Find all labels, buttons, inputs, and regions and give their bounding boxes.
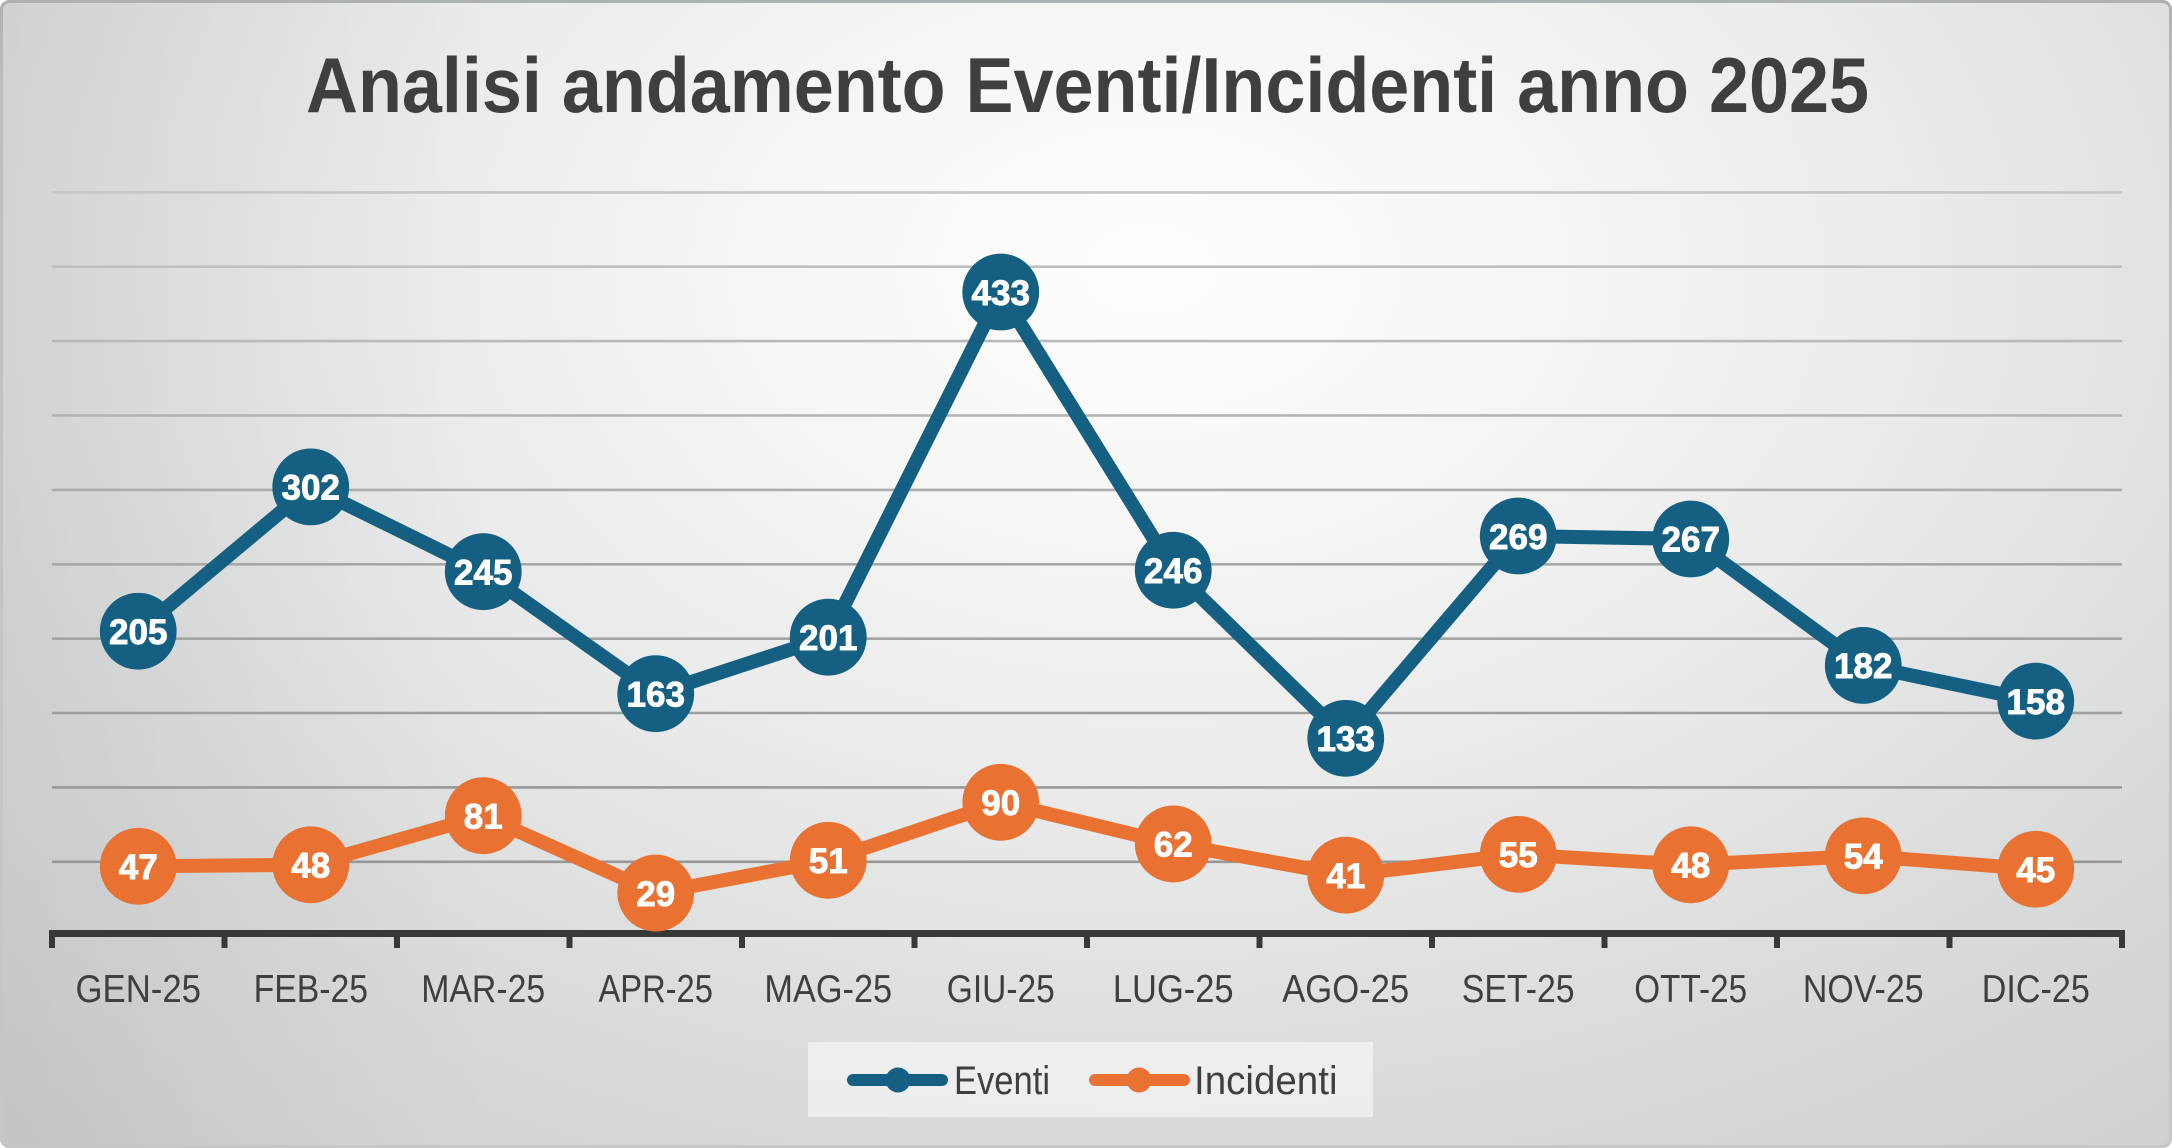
svg-text:Incidenti: Incidenti (1194, 1059, 1338, 1103)
svg-text:90: 90 (981, 784, 1020, 823)
svg-text:54: 54 (1844, 838, 1883, 877)
svg-text:FEB-25: FEB-25 (254, 968, 368, 1011)
svg-text:48: 48 (291, 847, 330, 886)
svg-text:245: 245 (454, 553, 512, 592)
svg-text:201: 201 (799, 619, 857, 658)
svg-text:OTT-25: OTT-25 (1634, 968, 1747, 1011)
svg-text:51: 51 (809, 842, 848, 881)
svg-text:APR-25: APR-25 (599, 968, 713, 1011)
svg-text:29: 29 (636, 875, 675, 914)
svg-text:45: 45 (2016, 851, 2055, 890)
svg-text:267: 267 (1662, 521, 1720, 560)
svg-text:433: 433 (972, 274, 1030, 313)
svg-text:MAR-25: MAR-25 (421, 968, 545, 1011)
svg-text:81: 81 (464, 797, 503, 836)
svg-text:NOV-25: NOV-25 (1803, 968, 1924, 1011)
svg-text:DIC-25: DIC-25 (1982, 968, 2090, 1011)
svg-text:133: 133 (1317, 720, 1375, 759)
svg-text:182: 182 (1834, 647, 1892, 686)
svg-text:AGO-25: AGO-25 (1282, 968, 1409, 1011)
svg-text:163: 163 (627, 675, 685, 714)
svg-text:48: 48 (1671, 847, 1710, 886)
svg-text:62: 62 (1154, 826, 1193, 865)
svg-text:GEN-25: GEN-25 (76, 968, 202, 1011)
svg-text:246: 246 (1144, 552, 1202, 591)
svg-text:41: 41 (1326, 857, 1365, 896)
svg-text:GIU-25: GIU-25 (947, 968, 1055, 1011)
svg-text:205: 205 (109, 613, 167, 652)
svg-text:302: 302 (282, 469, 340, 508)
svg-text:MAG-25: MAG-25 (764, 968, 892, 1011)
svg-text:LUG-25: LUG-25 (1113, 968, 1234, 1011)
svg-text:55: 55 (1499, 836, 1538, 875)
svg-text:SET-25: SET-25 (1462, 968, 1575, 1011)
svg-text:47: 47 (119, 848, 158, 887)
svg-text:Analisi andamento Eventi/Incid: Analisi andamento Eventi/Incidenti anno … (306, 41, 1869, 129)
svg-text:Eventi: Eventi (954, 1059, 1050, 1103)
svg-text:269: 269 (1489, 518, 1547, 557)
svg-text:158: 158 (2007, 683, 2065, 722)
